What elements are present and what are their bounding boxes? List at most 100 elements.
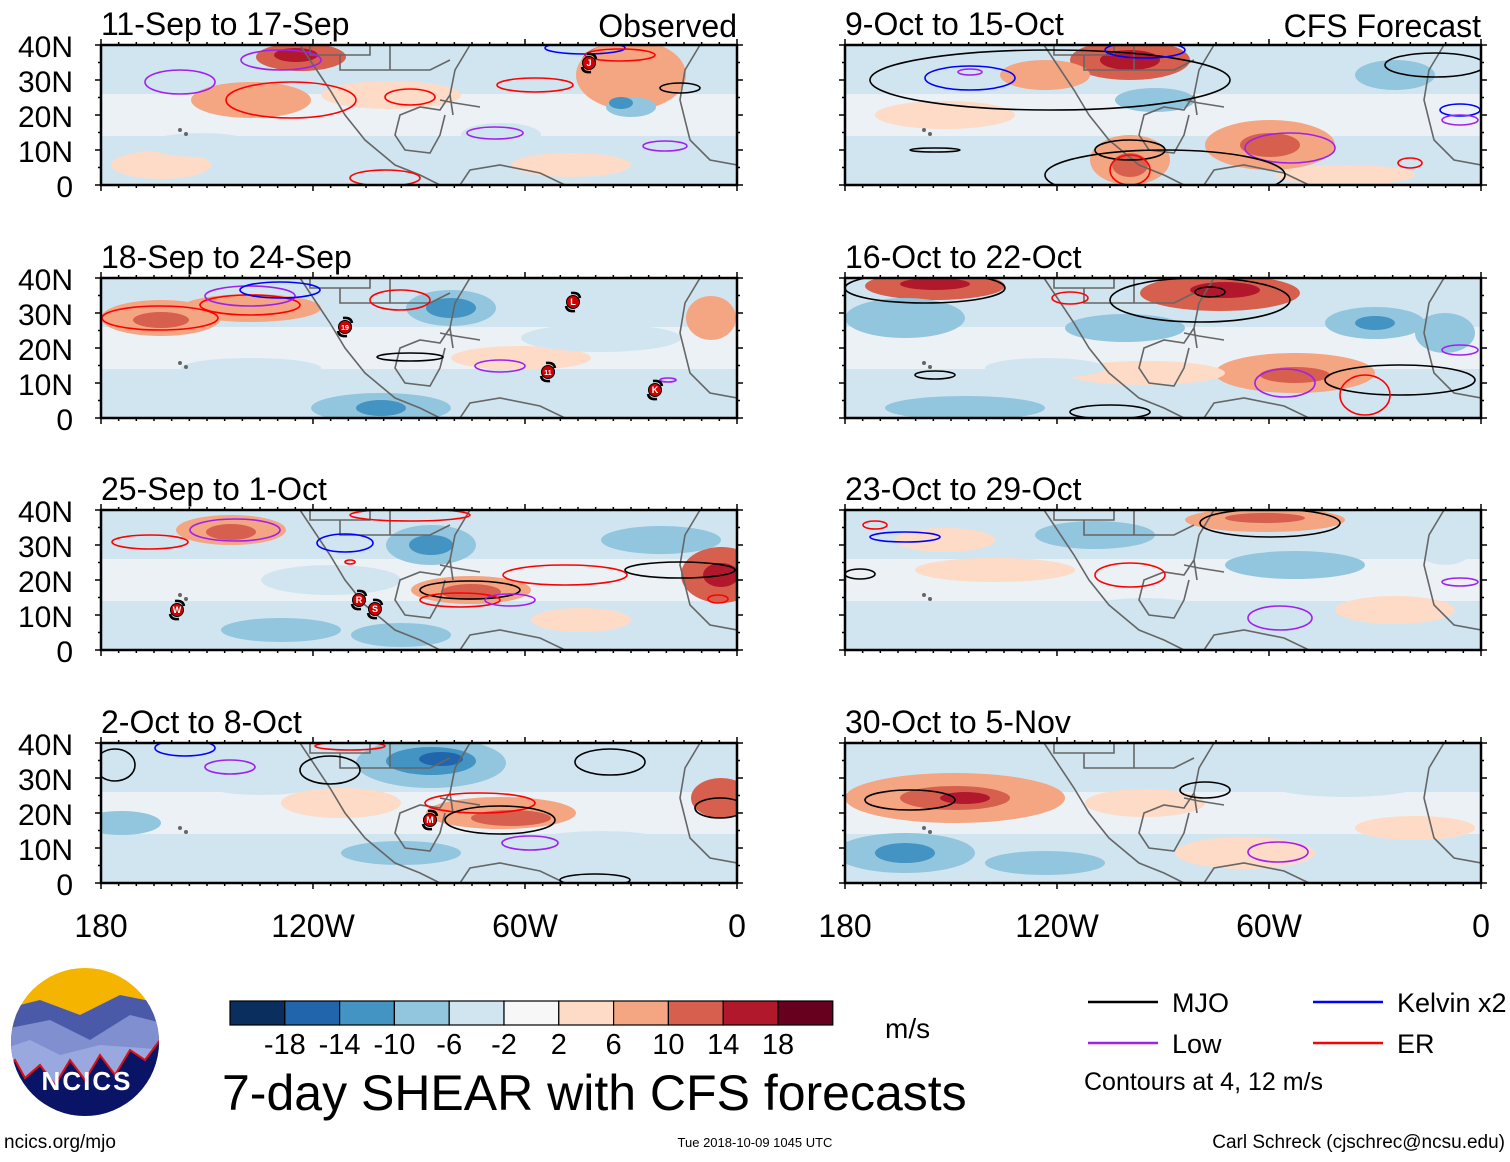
contour-er xyxy=(1051,291,1089,305)
coastline xyxy=(1138,45,1215,154)
storm-marker: W xyxy=(168,599,186,621)
contour-mjo xyxy=(376,352,444,362)
contour-er xyxy=(349,169,421,185)
panel-field: L 19 11 K xyxy=(101,278,737,418)
contour-er xyxy=(502,564,628,586)
shear-shading-blob xyxy=(935,143,1055,167)
contour-mjo xyxy=(1069,404,1151,418)
colorbar-swatch xyxy=(503,1000,560,1026)
shear-shading-blob xyxy=(274,48,318,62)
storm-marker: L xyxy=(564,291,582,313)
contour-low xyxy=(1254,368,1316,398)
shear-shading-blob xyxy=(1415,525,1475,565)
storm-swirl-icon xyxy=(646,379,664,401)
colorbar-swatch xyxy=(229,1000,286,1026)
shear-shading-blob xyxy=(461,123,541,147)
footer-timestamp: Tue 2018-10-09 1045 UTC xyxy=(678,1135,833,1150)
coastline xyxy=(459,397,566,418)
lon-label: 0 xyxy=(728,908,746,944)
coastline xyxy=(439,332,481,341)
shear-shading-blob xyxy=(1415,313,1475,353)
contour-mjo xyxy=(694,797,737,819)
colorbar-tick-label: -18 xyxy=(264,1029,306,1061)
map-panel: 16-Oct to 22-Oct xyxy=(839,239,1487,424)
shear-shading-blob xyxy=(321,81,461,109)
contour-low xyxy=(1441,577,1479,587)
shear-shading-blob xyxy=(451,346,591,370)
panel-field xyxy=(845,45,1481,185)
panel-title: 11-Sep to 17-Sep xyxy=(101,6,349,42)
contour-mjo xyxy=(1194,286,1226,298)
contour-mjo xyxy=(659,82,701,94)
panel-field xyxy=(845,510,1481,650)
coastline xyxy=(299,278,441,418)
shear-shading-blob xyxy=(1355,316,1395,330)
hawaii-island xyxy=(184,597,188,601)
coastline xyxy=(459,629,566,650)
contour-low xyxy=(1441,344,1479,356)
coastline xyxy=(1423,743,1481,864)
colorbar-swatch xyxy=(667,1000,724,1026)
coastline xyxy=(1203,397,1310,418)
legend-label: Low xyxy=(1172,1029,1222,1059)
footer-author: Carl Schreck (cjschrec@ncsu.edu) xyxy=(1212,1132,1505,1153)
lat-label: 10N xyxy=(18,136,73,169)
hawaii-island xyxy=(178,593,182,597)
logo-text: NCICS xyxy=(42,1066,133,1096)
contour-mjo xyxy=(444,805,556,835)
contour-kelvin xyxy=(924,65,1016,91)
contour-mjo xyxy=(909,147,961,153)
lat-label: 30N xyxy=(18,66,73,99)
shear-shading-blob xyxy=(1065,314,1185,342)
coastline xyxy=(459,862,566,883)
colorbar-swatch xyxy=(284,1000,341,1026)
lat-label: 10N xyxy=(18,601,73,634)
contour-mjo xyxy=(101,748,136,782)
storm-marker: 19 xyxy=(336,316,354,338)
shear-shading-blob xyxy=(381,155,461,175)
storm-label: 11 xyxy=(544,370,552,377)
legend-label: MJO xyxy=(1172,988,1229,1018)
panel-title: 9-Oct to 15-Oct xyxy=(845,6,1064,42)
hawaii-island xyxy=(928,365,932,369)
storm-marker: K xyxy=(646,379,664,401)
coastline xyxy=(1193,327,1198,349)
coastline xyxy=(459,164,566,185)
storm-swirl-icon xyxy=(350,589,368,611)
hawaii-island xyxy=(178,128,182,132)
colorbar-tick-label: -14 xyxy=(319,1029,361,1061)
lon-label: 120W xyxy=(1015,908,1099,944)
coastline xyxy=(394,510,471,619)
shading-band xyxy=(101,792,737,834)
storm-swirl-icon xyxy=(564,291,582,313)
coastline xyxy=(1183,564,1225,573)
contour-er xyxy=(496,77,574,93)
hawaii-island xyxy=(184,132,188,136)
shear-shading-blob xyxy=(576,45,686,110)
lon-label: 60W xyxy=(1236,908,1303,944)
ncics-logo: NCICS xyxy=(11,968,159,1116)
contour-low xyxy=(484,593,536,607)
contour-mjo xyxy=(1109,278,1291,323)
contour-low xyxy=(204,759,256,775)
storm-label: S xyxy=(372,604,378,614)
shear-shading-blob xyxy=(356,400,406,416)
panel-field: W RS xyxy=(101,510,737,650)
contour-kelvin xyxy=(869,531,941,543)
colorbar-tick-label: 18 xyxy=(762,1029,794,1061)
colorbar-tick-label: 10 xyxy=(652,1029,684,1061)
contour-er xyxy=(111,534,189,550)
contour-low xyxy=(1244,132,1336,164)
lat-label: 40N xyxy=(18,264,73,297)
panel-title: 30-Oct to 5-Nov xyxy=(845,704,1071,740)
shear-shading-blob xyxy=(111,151,211,179)
coastline xyxy=(1193,559,1198,581)
contour-er xyxy=(862,520,888,530)
lat-label: 10N xyxy=(18,834,73,867)
map-panel: 23-Oct to 29-Oct xyxy=(839,471,1487,656)
panel-title: 23-Oct to 29-Oct xyxy=(845,471,1082,507)
storm-icon xyxy=(338,320,352,334)
hawaii-island xyxy=(922,593,926,597)
